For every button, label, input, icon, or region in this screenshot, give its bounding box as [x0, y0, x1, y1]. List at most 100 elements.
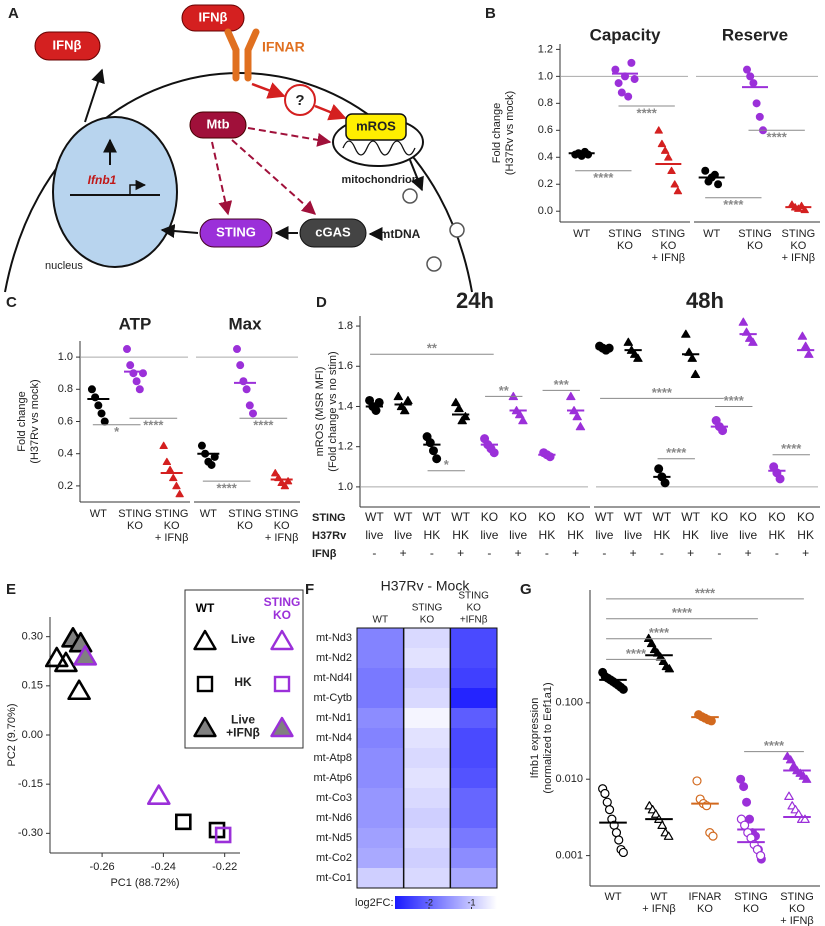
- data-point: [400, 405, 410, 415]
- heatmap-cell: [357, 768, 404, 788]
- arrow: [160, 224, 199, 239]
- data-point: [667, 166, 676, 175]
- heatmap-cell: [357, 868, 404, 888]
- x-tick-label: -0.26: [90, 861, 115, 873]
- colorbar-label: log2FC:: [355, 897, 394, 909]
- heatmap-cell: [450, 768, 497, 788]
- significance-label: *: [114, 424, 120, 439]
- row-label: mt-Nd4l: [313, 672, 352, 684]
- significance-label: ****: [672, 605, 693, 620]
- x-tick-label: +: [802, 546, 809, 560]
- mros-box: [345, 113, 407, 141]
- y-axis-label: (Fold change vs no stim): [327, 351, 339, 471]
- x-tick-label: WT: [650, 891, 667, 903]
- data-point: [197, 441, 206, 450]
- panel-letter: C: [6, 294, 17, 311]
- data-point: [374, 397, 384, 407]
- significance-label: ***: [554, 377, 570, 392]
- ifnb-pill: [34, 31, 101, 61]
- x-tick-label: KO: [509, 510, 526, 524]
- heatmap-cell: [403, 748, 451, 768]
- data-point: [280, 481, 290, 490]
- data-point: [207, 460, 216, 469]
- data-point: [245, 401, 254, 410]
- panel-letter: E: [6, 581, 16, 598]
- heatmap-cell: [357, 708, 404, 728]
- chart-title: H37Rv - Mock: [381, 578, 471, 594]
- x-tick-label: IFNAR: [689, 891, 722, 903]
- data-point: [658, 656, 669, 665]
- row-label: mt-Nd2: [316, 652, 352, 664]
- legend-symbol: [270, 629, 294, 651]
- data-point: [614, 79, 623, 88]
- x-tick-label: + IFNβ: [652, 252, 686, 264]
- heatmap-cell: [450, 708, 497, 728]
- x-tick-label: + IFNβ: [642, 903, 676, 915]
- heatmap-cell: [403, 808, 451, 828]
- heatmap-cell: [403, 688, 451, 708]
- data-point: [670, 180, 679, 188]
- significance-label: ****: [652, 385, 673, 400]
- heatmap-cell: [357, 848, 404, 868]
- significance-label: **: [499, 383, 510, 398]
- x-tick-label: KO: [747, 240, 763, 252]
- x-tick-label: + IFNβ: [265, 532, 299, 544]
- data-point: [630, 75, 639, 84]
- data-point: [162, 457, 172, 466]
- y-tick-label: 0.30: [22, 631, 43, 643]
- significance-label: ****: [764, 738, 785, 753]
- legend-symbol: [270, 716, 294, 738]
- heatmap-cell: [450, 788, 497, 808]
- heatmap-border: [356, 627, 498, 889]
- x-tick-label: HK: [452, 528, 469, 542]
- legend-header: KO: [273, 608, 291, 622]
- x-tick-label: -0.22: [212, 861, 237, 873]
- significance-label: ****: [143, 418, 164, 433]
- x-tick-label: STING: [782, 228, 816, 240]
- data-point: [617, 88, 626, 97]
- subplot-title: Capacity: [590, 25, 661, 44]
- data-point: [746, 72, 755, 81]
- x-tick-label: + IFNβ: [780, 915, 814, 926]
- x-tick-label: WT: [423, 510, 442, 524]
- cgas-label: cGAS: [315, 224, 351, 239]
- y-axis-label: (normalized to Eef1a1): [542, 682, 554, 793]
- data-point: [775, 474, 785, 484]
- ifnb-label: IFNβ: [199, 9, 228, 24]
- unknown-circle: [284, 84, 316, 116]
- x-tick-label: WT: [451, 510, 470, 524]
- data-point: [673, 186, 683, 195]
- receptor-label: IFNAR: [262, 39, 305, 55]
- data-point: [432, 454, 442, 464]
- x-tick-label: STING: [265, 508, 299, 520]
- significance-label: ****: [666, 445, 687, 460]
- data-point: [611, 65, 620, 74]
- y-tick-label: 0.010: [555, 773, 583, 785]
- data-point: [660, 146, 670, 154]
- significance-label: ****: [723, 197, 744, 212]
- data-point: [236, 361, 245, 370]
- heatmap-cell: [403, 868, 451, 888]
- x-tick-label: KO: [768, 510, 785, 524]
- data-point: [654, 126, 663, 134]
- x-tick-label: HK: [654, 528, 671, 542]
- row-label: IFNβ: [312, 548, 337, 560]
- x-axis-label: PC1 (88.72%): [110, 877, 179, 889]
- data-point: [738, 317, 749, 326]
- y-tick-label: 0.6: [58, 415, 73, 427]
- colorbar-tick-label: -1: [467, 897, 475, 907]
- y-tick-label: 0.100: [555, 697, 583, 709]
- heatmap-cell: [357, 668, 404, 688]
- data-point: [572, 412, 582, 421]
- arrow: [251, 82, 286, 99]
- column-label: WT: [373, 615, 389, 626]
- significance-label: *: [444, 457, 450, 472]
- x-tick-label: live: [710, 528, 728, 542]
- subplot-title: ATP: [119, 314, 152, 333]
- arrow: [409, 159, 424, 192]
- row-label: STING: [312, 512, 346, 524]
- heatmap-cell: [403, 828, 451, 848]
- x-tick-label: STING: [734, 891, 768, 903]
- panel-letter: B: [485, 5, 496, 22]
